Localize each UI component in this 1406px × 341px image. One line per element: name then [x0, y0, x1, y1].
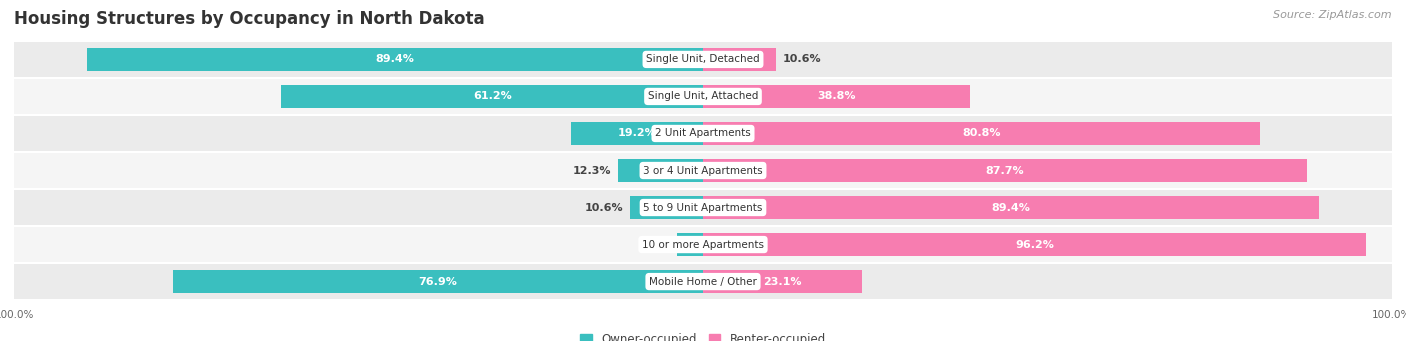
Bar	[14, 189, 1392, 226]
Text: 61.2%: 61.2%	[472, 91, 512, 102]
Bar	[703, 233, 1365, 256]
Text: 5 to 9 Unit Apartments: 5 to 9 Unit Apartments	[644, 203, 762, 212]
Bar	[14, 226, 1392, 263]
Text: 96.2%: 96.2%	[1015, 239, 1054, 250]
Bar	[14, 152, 1392, 189]
Text: 12.3%: 12.3%	[572, 165, 612, 176]
Text: Single Unit, Attached: Single Unit, Attached	[648, 91, 758, 102]
Bar	[703, 270, 862, 293]
Bar	[14, 263, 1392, 300]
Bar	[703, 122, 1260, 145]
Bar	[14, 41, 1392, 78]
Text: Housing Structures by Occupancy in North Dakota: Housing Structures by Occupancy in North…	[14, 10, 485, 28]
Text: 89.4%: 89.4%	[991, 203, 1031, 212]
Bar	[173, 270, 703, 293]
Bar	[14, 78, 1392, 115]
Bar	[703, 48, 776, 71]
Bar	[87, 48, 703, 71]
Bar	[703, 85, 970, 108]
Text: 23.1%: 23.1%	[763, 277, 801, 286]
Bar	[630, 196, 703, 219]
Text: 76.9%: 76.9%	[419, 277, 457, 286]
Bar	[703, 159, 1308, 182]
Text: 89.4%: 89.4%	[375, 55, 415, 64]
Bar	[14, 115, 1392, 152]
Bar	[571, 122, 703, 145]
Text: 80.8%: 80.8%	[962, 129, 1001, 138]
Bar	[676, 233, 703, 256]
Bar	[703, 196, 1319, 219]
Text: Source: ZipAtlas.com: Source: ZipAtlas.com	[1274, 10, 1392, 20]
Text: 10.6%: 10.6%	[585, 203, 623, 212]
Text: 87.7%: 87.7%	[986, 165, 1025, 176]
Text: 10 or more Apartments: 10 or more Apartments	[643, 239, 763, 250]
Text: 10.6%: 10.6%	[783, 55, 821, 64]
Text: Single Unit, Detached: Single Unit, Detached	[647, 55, 759, 64]
Bar	[619, 159, 703, 182]
Text: 38.8%: 38.8%	[817, 91, 856, 102]
Text: 19.2%: 19.2%	[617, 129, 657, 138]
Text: 2 Unit Apartments: 2 Unit Apartments	[655, 129, 751, 138]
Text: Mobile Home / Other: Mobile Home / Other	[650, 277, 756, 286]
Bar	[281, 85, 703, 108]
Text: 3 or 4 Unit Apartments: 3 or 4 Unit Apartments	[643, 165, 763, 176]
Legend: Owner-occupied, Renter-occupied: Owner-occupied, Renter-occupied	[575, 329, 831, 341]
Text: 3.8%: 3.8%	[640, 239, 669, 250]
